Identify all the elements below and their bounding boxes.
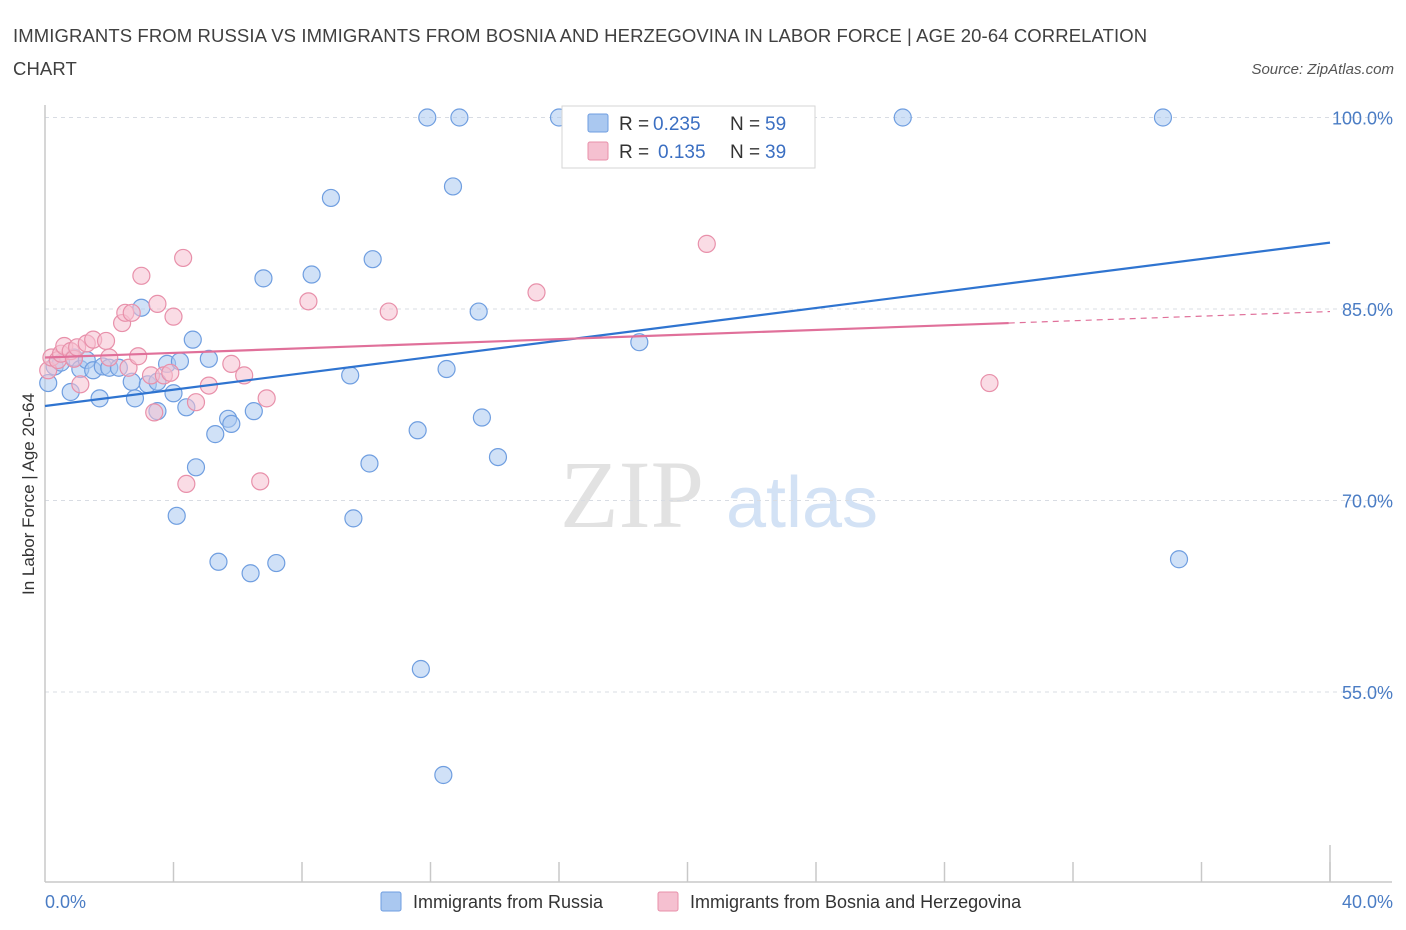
- data-point-bosnia: [122, 303, 141, 322]
- data-point-russia: [1153, 108, 1173, 127]
- data-point-russia: [186, 458, 206, 477]
- legend-r-value-bosnia: 0.135: [658, 142, 706, 163]
- legend-n-value-bosnia: 39: [765, 142, 786, 163]
- trend-line-bosnia-extension: [1008, 310, 1331, 324]
- source-label: Source: ZipAtlas.com: [1251, 61, 1394, 78]
- x-ticks: [172, 845, 1331, 882]
- data-point-russia: [360, 454, 379, 473]
- data-point-bosnia: [132, 266, 151, 285]
- data-point-russia: [411, 659, 430, 679]
- data-point-russia: [443, 177, 463, 196]
- gridlines: [45, 117, 1392, 693]
- series-bosnia-points: [39, 234, 999, 494]
- data-point-russia: [341, 366, 360, 385]
- data-point-russia: [450, 108, 469, 127]
- legend-n-label-bosnia: N =: [730, 142, 760, 163]
- trend-lines: [44, 241, 1331, 408]
- x-tick-label-max: 40.0%: [1342, 892, 1393, 912]
- data-point-russia: [183, 330, 202, 349]
- data-point-russia: [267, 553, 286, 573]
- data-point-bosnia: [980, 373, 999, 393]
- data-point-russia: [472, 408, 491, 427]
- data-point-bosnia: [164, 307, 183, 326]
- trend-line-bosnia: [44, 321, 1009, 359]
- bottom-legend-swatch-russia: [380, 891, 402, 912]
- data-point-bosnia: [71, 375, 90, 394]
- data-point-bosnia: [222, 354, 241, 373]
- data-point-russia: [125, 389, 145, 408]
- data-point-russia: [434, 765, 453, 785]
- y-tick-label: 85.0%: [1342, 300, 1393, 320]
- data-point-russia: [167, 506, 186, 525]
- x-tick-label-min: 0.0%: [45, 892, 86, 912]
- data-point-bosnia: [161, 363, 180, 382]
- y-tick-label: 55.0%: [1342, 683, 1393, 703]
- y-tick-label: 70.0%: [1342, 492, 1393, 512]
- data-point-bosnia: [100, 348, 119, 367]
- data-point-russia: [164, 384, 183, 403]
- data-point-bosnia: [96, 331, 116, 351]
- legend-r-label-russia: R =: [619, 114, 649, 135]
- data-point-russia: [244, 402, 263, 421]
- data-point-bosnia: [299, 292, 318, 311]
- stats-legend: R = 0.235 N = 59 R = 0.135 N = 39: [561, 105, 816, 169]
- data-point-russia: [254, 269, 273, 288]
- data-point-bosnia: [379, 302, 398, 321]
- y-axis-label: In Labor Force | Age 20-64: [19, 393, 38, 595]
- data-point-bosnia: [148, 294, 167, 313]
- watermark: ZIP atlas: [560, 441, 878, 548]
- bottom-legend-swatch-bosnia: [657, 891, 679, 912]
- data-point-russia: [437, 359, 456, 379]
- data-point-russia: [488, 447, 508, 467]
- legend-swatch-bosnia: [587, 141, 609, 161]
- legend-swatch-russia: [587, 113, 609, 133]
- legend-r-label-bosnia: R =: [619, 142, 649, 163]
- data-point-bosnia: [145, 403, 164, 422]
- data-point-russia: [630, 333, 649, 352]
- data-point-russia: [209, 552, 228, 571]
- data-point-russia: [241, 564, 260, 583]
- data-point-bosnia: [697, 234, 716, 253]
- data-point-russia: [1169, 550, 1189, 569]
- watermark-zip: ZIP: [560, 441, 704, 548]
- data-point-russia: [469, 302, 488, 321]
- data-point-bosnia: [177, 474, 196, 494]
- data-point-russia: [408, 421, 427, 440]
- data-point-bosnia: [129, 347, 148, 366]
- data-point-bosnia: [257, 389, 276, 408]
- data-point-russia: [222, 414, 241, 433]
- bottom-legend-label-bosnia: Immigrants from Bosnia and Herzegovina: [690, 892, 1022, 912]
- data-point-russia: [344, 509, 363, 528]
- watermark-atlas: atlas: [726, 463, 878, 543]
- data-point-russia: [363, 250, 382, 269]
- y-tick-label: 100.0%: [1332, 109, 1393, 129]
- data-point-bosnia: [186, 393, 206, 412]
- chart-title: IMMIGRANTS FROM RUSSIA VS IMMIGRANTS FRO…: [13, 25, 1148, 79]
- data-point-russia: [206, 425, 225, 444]
- data-point-bosnia: [174, 248, 193, 268]
- trend-line-russia: [44, 241, 1331, 408]
- bottom-legend-label-russia: Immigrants from Russia: [413, 892, 604, 912]
- legend-n-label-russia: N =: [730, 114, 760, 135]
- data-point-russia: [302, 265, 321, 284]
- data-point-bosnia: [527, 283, 546, 302]
- data-point-russia: [199, 349, 218, 368]
- data-point-russia: [893, 108, 912, 127]
- y-tick-labels: 100.0% 85.0% 70.0% 55.0%: [1332, 109, 1393, 704]
- data-point-russia: [321, 188, 341, 208]
- legend-n-value-russia: 59: [765, 114, 786, 135]
- data-point-russia: [418, 108, 437, 127]
- series-legend: Immigrants from Russia Immigrants from B…: [380, 891, 1022, 912]
- data-point-bosnia: [251, 472, 270, 491]
- legend-r-value-russia: 0.235: [653, 114, 701, 135]
- axes: [44, 105, 1392, 883]
